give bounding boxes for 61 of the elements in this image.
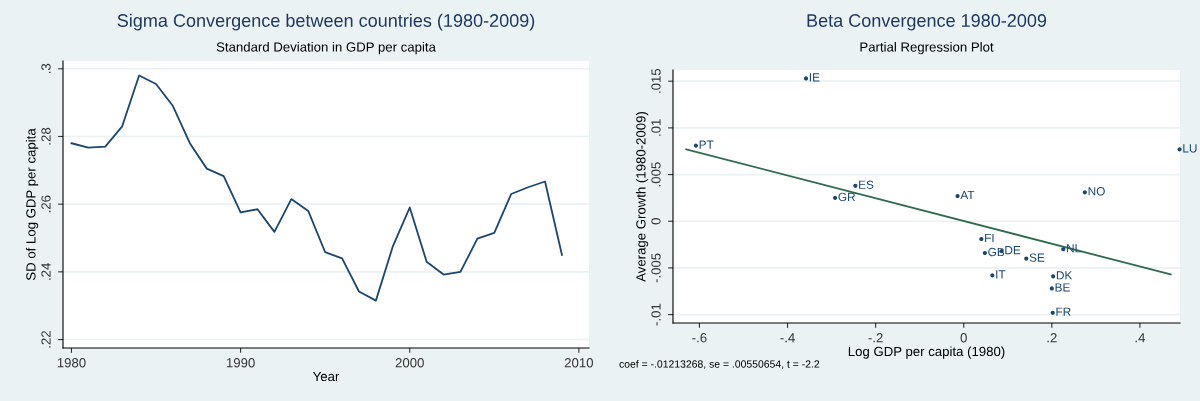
y-tick-label: .28 <box>41 127 51 145</box>
x-tick-label: 1990 <box>226 358 255 368</box>
y-tick-label: .01 <box>651 119 661 136</box>
x-tick-label: -.2 <box>868 333 883 343</box>
point <box>1177 147 1182 152</box>
x-tick-label: -.4 <box>780 333 795 343</box>
point <box>1049 286 1054 291</box>
y-axis-title: SD of Log GDP per capita <box>25 128 39 281</box>
x-tick-label: 1980 <box>57 358 86 368</box>
point <box>955 193 960 199</box>
y-tick-label: -.005 <box>651 253 661 283</box>
data-label: IE <box>809 73 820 82</box>
data-label: BE <box>1055 283 1070 292</box>
chart-subtitle: Standard Deviation in GDP per capita <box>216 41 436 55</box>
x-tick-label: 2010 <box>564 358 594 368</box>
data-label: GB <box>988 247 1005 257</box>
y-tick-label: .26 <box>41 195 51 213</box>
point <box>853 183 858 188</box>
x-tick-label: 0 <box>960 333 967 343</box>
y-tick-label: .3 <box>41 63 51 74</box>
point <box>1051 274 1056 279</box>
point <box>990 273 995 278</box>
point <box>833 195 838 200</box>
data-label: AT <box>960 190 975 200</box>
data-label: LU <box>1183 144 1197 153</box>
data-label: SE <box>1029 253 1045 262</box>
data-label: IT <box>996 270 1006 279</box>
x-axis-title: Year <box>312 371 340 382</box>
x-tick-label: 2000 <box>395 358 424 368</box>
text: coef = -.01213268, se = .00550654, t = -2.2 <box>619 360 820 369</box>
point <box>982 250 987 256</box>
data-label: DE <box>1005 246 1021 255</box>
data-label: GR <box>838 192 856 202</box>
data-label: NO <box>1088 187 1105 196</box>
data-label: DK <box>1056 271 1073 280</box>
x-axis-title: Log GDP per capita (1980) <box>848 346 1005 359</box>
chart-subtitle: Partial Regression Plot <box>860 41 994 55</box>
chart-title: Beta Convergence 1980-2009 <box>807 14 1047 31</box>
y-tick-label: .22 <box>41 331 51 348</box>
x-tick-label: .4 <box>1135 333 1146 343</box>
point <box>693 143 698 148</box>
y-tick-label: .005 <box>651 162 661 187</box>
point <box>1061 247 1066 252</box>
point <box>1050 310 1055 315</box>
point <box>979 236 984 242</box>
point <box>803 76 809 81</box>
y-tick-label: -.01 <box>651 303 661 326</box>
y-tick-label: 0 <box>651 218 661 225</box>
point <box>1024 256 1029 261</box>
data-label: FR <box>1056 307 1071 316</box>
y-tick-label: .015 <box>651 68 661 93</box>
data-label: FI <box>985 233 994 243</box>
point <box>1082 190 1087 195</box>
y-axis-title: Average Growth (1980-2009) <box>635 111 649 282</box>
data-label: ES <box>859 180 874 189</box>
x-tick-label: -.6 <box>692 333 707 343</box>
y-tick-label: .24 <box>41 263 51 280</box>
chart-title: Sigma Convergence between countries (1980-2009) <box>117 13 535 31</box>
data-label: PT <box>699 140 714 149</box>
x-tick-label: .2 <box>1047 333 1057 343</box>
line-series <box>70 74 563 302</box>
